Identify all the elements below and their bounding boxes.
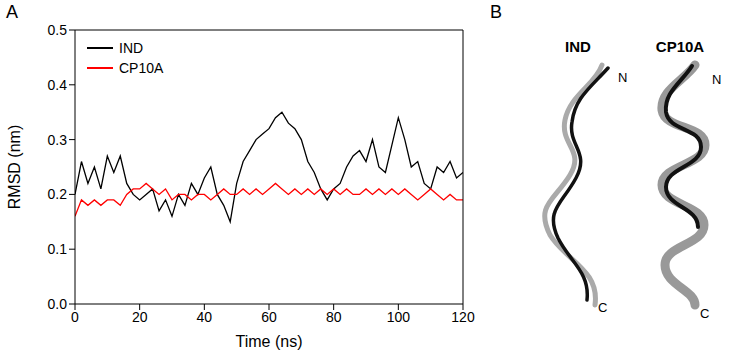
- html-text:CP10A: CP10A: [119, 60, 164, 76]
- html-text:IND: IND: [119, 40, 144, 56]
- svg-text:0.2: 0.2: [48, 186, 68, 202]
- svg-text:N: N: [712, 72, 721, 87]
- svg-text:IND: IND: [565, 38, 591, 55]
- svg-text:Time (ns): Time (ns): [236, 333, 303, 350]
- html-text:B: B: [490, 2, 502, 22]
- svg-text:0.5: 0.5: [48, 22, 68, 38]
- html-text:A: A: [6, 2, 18, 22]
- svg-text:100: 100: [387, 309, 411, 325]
- svg-text:C: C: [700, 306, 709, 321]
- svg-text:C: C: [598, 300, 607, 315]
- svg-text:20: 20: [132, 309, 148, 325]
- svg-text:CP10A: CP10A: [656, 38, 705, 55]
- svg-text:80: 80: [326, 309, 342, 325]
- svg-text:0.0: 0.0: [48, 296, 68, 312]
- svg-text:N: N: [618, 70, 627, 85]
- svg-text:RMSD (nm): RMSD (nm): [6, 125, 23, 209]
- svg-text:0.3: 0.3: [48, 132, 68, 148]
- svg-text:120: 120: [451, 309, 475, 325]
- svg-text:60: 60: [261, 309, 277, 325]
- svg-text:40: 40: [197, 309, 213, 325]
- svg-text:0: 0: [71, 309, 79, 325]
- svg-text:0.1: 0.1: [48, 241, 68, 257]
- svg-text:0.4: 0.4: [48, 77, 68, 93]
